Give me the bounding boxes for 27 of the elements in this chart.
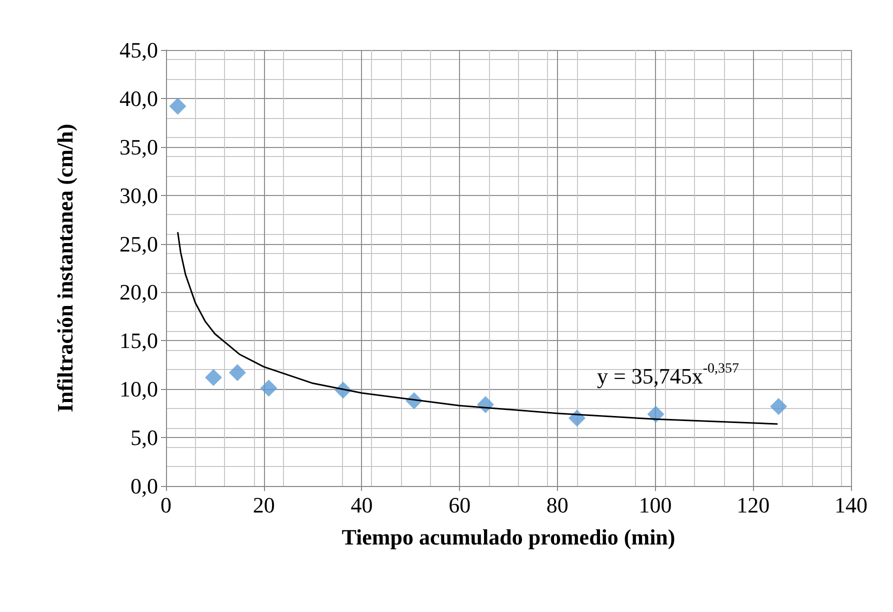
y-tick-label: 35,0 bbox=[120, 134, 158, 160]
y-tick-label: 25,0 bbox=[120, 231, 158, 256]
y-axis-title: Infiltración instantanea (cm/h) bbox=[52, 124, 78, 412]
line-series bbox=[176, 231, 778, 425]
x-tick-label: 120 bbox=[736, 492, 770, 518]
y-tick-label: 30,0 bbox=[120, 182, 158, 208]
y-tick-label: 20,0 bbox=[120, 280, 158, 305]
y-tick-label: 15,0 bbox=[120, 328, 158, 354]
x-tick-label: 20 bbox=[252, 492, 275, 518]
y-tick-label: 5,0 bbox=[130, 425, 158, 450]
y-tick-label: 45,0 bbox=[120, 38, 158, 62]
point bbox=[260, 380, 278, 397]
point bbox=[169, 98, 186, 115]
y-tick-label: 40,0 bbox=[120, 86, 158, 111]
point bbox=[647, 406, 664, 423]
y-tick-label: 0,0 bbox=[130, 474, 158, 498]
x-tick-label: 100 bbox=[638, 492, 672, 518]
x-axis-title: Tiempo acumulado promedio (min) bbox=[342, 524, 676, 550]
x-tick-label: 0 bbox=[160, 492, 172, 518]
x-tick-label: 60 bbox=[448, 492, 471, 518]
point bbox=[228, 364, 246, 382]
x-tick-label: 80 bbox=[546, 492, 568, 518]
point bbox=[770, 398, 788, 416]
x-tick-label: 40 bbox=[350, 492, 373, 518]
point bbox=[204, 368, 222, 386]
x-tick-label: 140 bbox=[834, 492, 868, 518]
y-tick-label: 10,0 bbox=[120, 376, 158, 402]
